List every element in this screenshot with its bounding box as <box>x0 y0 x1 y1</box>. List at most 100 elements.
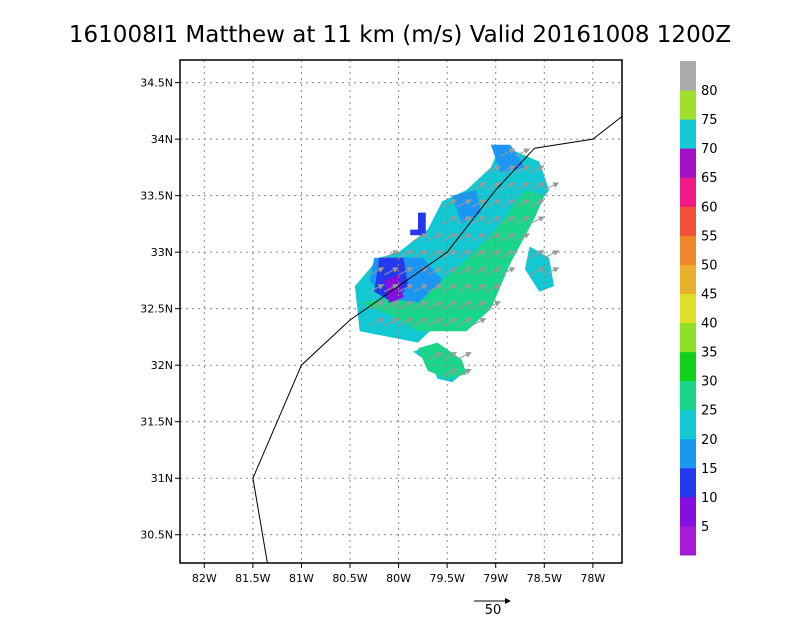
wind-vector <box>500 250 516 259</box>
colorbar-segment <box>680 525 696 556</box>
colorbar-segment <box>680 119 696 149</box>
colorbar-label: 40 <box>701 317 718 332</box>
y-tick-label: 31.5N <box>140 416 173 429</box>
wind-vector <box>544 182 560 191</box>
wind-region-10 <box>410 212 426 236</box>
colorbar-segment <box>680 206 696 236</box>
x-tick-label: 78.5W <box>527 572 562 585</box>
wind-vector <box>442 267 458 276</box>
wind-vector <box>427 301 443 310</box>
wind-vector <box>471 318 487 327</box>
y-axis-ticks: 30.5N 31N 31.5N 32N 32.5N 33N 33.5N 34N 34.5N <box>140 77 180 542</box>
wind-vector <box>412 284 429 293</box>
wind-vector <box>427 284 443 293</box>
wind-speed-field <box>354 144 554 383</box>
wind-vector <box>500 216 516 225</box>
wind-vector <box>500 199 516 208</box>
colorbar-label: 50 <box>701 258 718 273</box>
wind-vector <box>544 267 560 276</box>
y-tick-label: 34.5N <box>140 77 173 90</box>
x-tick-label: 82W <box>192 572 217 585</box>
colorbar-label: 5 <box>701 520 709 535</box>
wind-vector <box>529 165 545 174</box>
colorbar-label: 75 <box>701 113 718 128</box>
colorbar-label: 60 <box>701 200 718 215</box>
colorbar-segment <box>680 61 696 91</box>
wind-vector <box>544 250 560 259</box>
wind-vector <box>529 216 545 225</box>
wind-vector <box>383 250 399 259</box>
colorbar-label: 55 <box>701 229 718 244</box>
wind-vector <box>383 267 399 276</box>
colorbar-label: 30 <box>701 375 718 390</box>
colorbar-label: 80 <box>701 84 718 99</box>
wind-vector <box>369 267 385 276</box>
wind-vector <box>485 216 501 225</box>
wind-vector <box>529 250 545 259</box>
y-tick-label: 31N <box>151 472 173 485</box>
wind-vector <box>485 182 501 191</box>
wind-vector <box>471 284 487 293</box>
colorbar-label: 45 <box>701 288 718 303</box>
wind-vector <box>383 318 399 327</box>
wind-vector <box>485 233 501 242</box>
wind-vector <box>369 284 385 293</box>
colorbar-segment <box>680 496 696 527</box>
colorbar-label: 25 <box>701 404 718 419</box>
wind-vector <box>514 165 531 174</box>
wind-vector <box>456 250 472 259</box>
colorbar-segment <box>680 322 696 353</box>
colorbar-segment <box>680 467 696 498</box>
wind-vector <box>485 250 501 259</box>
wind-vector <box>442 352 458 360</box>
wind-region-15 <box>452 190 482 224</box>
storm-track <box>252 116 622 563</box>
colorbar-label: 15 <box>701 462 718 477</box>
x-tick-label: 79W <box>483 572 508 585</box>
wind-vector <box>383 284 399 293</box>
wind-vector <box>456 301 472 310</box>
wind-vector <box>427 233 443 242</box>
wind-vector <box>485 165 501 174</box>
colorbar-segment <box>680 148 696 178</box>
y-tick-label: 33N <box>151 246 173 259</box>
wind-vector <box>456 284 472 293</box>
colorbar-segment <box>680 380 696 411</box>
wind-vector <box>514 233 531 242</box>
wind-vector <box>456 318 472 327</box>
wind-vector <box>442 284 458 293</box>
colorbar-label: 35 <box>701 346 718 361</box>
wind-vector <box>442 318 458 327</box>
x-tick-label: 78W <box>580 572 605 585</box>
wind-region-25 <box>418 342 467 379</box>
wind-vector <box>500 233 516 242</box>
wind-vector <box>427 250 443 259</box>
wind-vector <box>456 352 472 360</box>
wind-vector <box>514 148 531 157</box>
wind-vector <box>398 284 414 293</box>
lat-lon-grid <box>180 60 622 563</box>
wind-vector <box>471 216 487 225</box>
wind-vector <box>456 369 472 377</box>
wind-vector <box>514 182 531 191</box>
wind-vector <box>471 182 487 191</box>
colorbar-label: 70 <box>701 142 718 157</box>
wind-vector <box>398 318 414 327</box>
x-tick-label: 80W <box>386 572 411 585</box>
x-tick-label: 79.5W <box>429 572 464 585</box>
colorbar-segment <box>680 293 696 324</box>
x-tick-label: 81W <box>289 572 314 585</box>
wind-vector <box>442 216 458 225</box>
wind-vector <box>485 284 501 293</box>
colorbar-segment <box>680 409 696 440</box>
colorbar-segment <box>680 177 696 207</box>
wind-vector <box>514 216 531 225</box>
wind-vector <box>442 250 458 259</box>
chart-title: 161008I1 Matthew at 11 km (m/s) Valid 20… <box>69 22 731 48</box>
wind-vector <box>398 250 414 259</box>
track-line <box>252 116 622 563</box>
wind-vector <box>500 182 516 191</box>
wind-vector <box>471 199 487 208</box>
x-axis-ticks: 82W 81.5W 81W 80.5W 80W 79.5W 79W 78.5W 78W <box>192 563 605 585</box>
